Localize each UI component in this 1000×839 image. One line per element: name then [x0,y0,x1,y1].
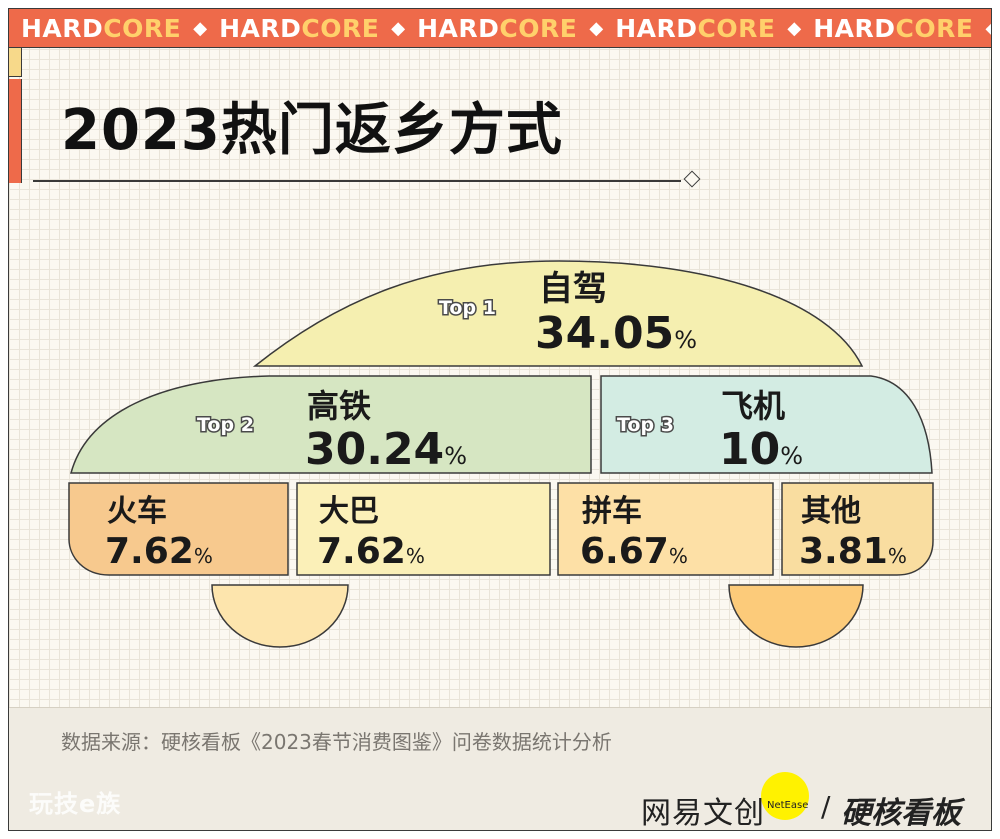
brand-secondary: 硬核看板 [841,796,961,831]
banner-word: HARD CORE [813,13,974,43]
brand-separator: / [821,790,831,823]
data-source: 数据来源：硬核看板《2023春节消费图鉴》问卷数据统计分析 [61,730,612,754]
watermark-left: 玩技e族 [29,790,122,818]
item-name: 自驾 [539,269,607,309]
banner-word: HARD CORE [615,13,776,43]
page-title: 2023热门返乡方式 [61,98,563,163]
banner-diamond: ◆ [589,17,604,38]
top-banner: HARD CORE ◆ HARD CORE ◆ HARD CORE ◆ HARD CORE ◆ HARD… [9,9,991,48]
banner-diamond: ◆ [985,18,991,39]
title-underline [33,180,681,182]
item-unit: % [406,544,425,568]
footer: 数据来源：硬核看板《2023春节消费图鉴》问卷数据统计分析 玩技e族 网易文创 … [9,707,991,831]
banner-word: HARD CORE [219,13,380,43]
banner-word: HARD CORE [21,13,182,43]
segment-3 [600,375,933,474]
segment-2 [70,375,592,474]
rank-label: Top 2 [197,414,254,436]
item-name: 飞机 [721,387,785,425]
banner-diamond: ◆ [193,17,208,38]
item-name: 大巴 [319,494,379,529]
item-unit: % [888,544,907,568]
item-unit: % [780,442,803,470]
rank-label: Top 3 [617,414,674,436]
item-name: 拼车 [582,494,642,529]
item-value: 30.24% [305,424,467,475]
segment-6 [557,482,774,576]
item-unit: % [674,326,697,354]
banner-word: HARD CORE [417,13,578,43]
item-name: 其他 [801,494,861,529]
banner-diamond: ◆ [787,17,802,38]
rank-label: Top 1 [439,297,496,319]
segment-1 [252,260,864,367]
decor-bar-red [9,79,22,183]
item-unit: % [444,442,467,470]
wheel-left [211,584,349,648]
brand-badge: NetEase [767,800,809,811]
item-unit: % [194,544,213,568]
decor-bar-yellow [9,48,22,77]
item-name: 高铁 [307,387,371,425]
item-value: 34.05% [535,308,697,359]
brand-dot-icon [761,772,809,820]
segment-4 [68,482,289,576]
segment-5 [296,482,551,576]
wheel-right [728,584,864,648]
brand-primary: 网易文创 [641,796,765,831]
segment-7 [781,482,934,576]
item-name: 火车 [107,494,167,529]
infographic-frame: HARD CORE ◆ HARD CORE ◆ HARD CORE ◆ HARD CORE ◆ HARD… [8,8,992,831]
item-unit: % [669,544,688,568]
banner-diamond: ◆ [391,17,406,38]
